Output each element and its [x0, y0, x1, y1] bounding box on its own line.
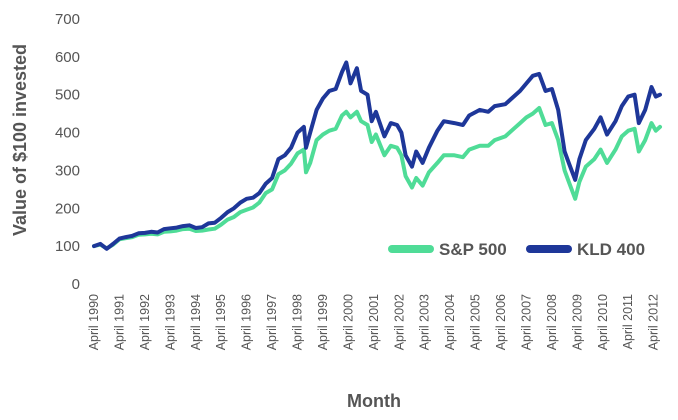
x-tick-label: April 2005 — [469, 294, 483, 350]
y-tick-label: 600 — [55, 49, 80, 66]
x-axis-ticks: April 1990 April 1991 April 1992 April 1993… — [87, 294, 661, 350]
y-tick-label: 700 — [55, 11, 80, 28]
x-tick-label: April 1996 — [240, 294, 254, 350]
x-tick-label: April 2012 — [647, 294, 661, 350]
x-axis-title: Month — [347, 391, 401, 411]
x-tick-label: April 1999 — [316, 294, 330, 350]
x-tick-label: April 2000 — [341, 294, 355, 350]
x-tick-label: April 2003 — [418, 294, 432, 350]
x-tick-label: April 1990 — [87, 294, 101, 350]
x-tick-label: April 1995 — [214, 294, 228, 350]
x-tick-label: April 1992 — [138, 294, 152, 350]
y-tick-label: 200 — [55, 200, 80, 217]
x-tick-label: April 1993 — [163, 294, 177, 350]
legend-label-0: S&P 500 — [439, 240, 507, 259]
y-tick-label: 500 — [55, 87, 80, 104]
x-tick-label: April 2006 — [494, 294, 508, 350]
x-tick-label: April 1997 — [265, 294, 279, 350]
x-tick-label: April 2011 — [621, 294, 635, 349]
legend: S&P 500 KLD 400 — [388, 240, 645, 259]
x-tick-label: April 2004 — [443, 294, 457, 350]
series-lines — [92, 60, 662, 251]
y-tick-label: 0 — [72, 276, 80, 293]
x-tick-label: April 2008 — [545, 294, 559, 350]
y-axis-title: Value of $100 invested — [10, 44, 30, 236]
y-tick-label: 400 — [55, 125, 80, 142]
legend-label-1: KLD 400 — [577, 240, 645, 259]
x-tick-label: April 1991 — [112, 294, 126, 350]
x-tick-label: April 1994 — [189, 294, 203, 350]
x-tick-label: April 2010 — [596, 294, 610, 350]
y-tick-label: 100 — [55, 238, 80, 255]
x-tick-label: April 2002 — [392, 294, 406, 350]
x-tick-label: April 1998 — [291, 294, 305, 350]
series-line-1 — [92, 60, 662, 251]
x-tick-label: April 2007 — [519, 294, 533, 350]
y-axis-ticks: 0 100 200 300 400 500 600 700 — [55, 11, 80, 293]
x-tick-label: April 2001 — [367, 294, 381, 350]
y-tick-label: 300 — [55, 162, 80, 179]
x-tick-label: April 2009 — [570, 294, 584, 350]
series-line-0 — [92, 106, 662, 251]
